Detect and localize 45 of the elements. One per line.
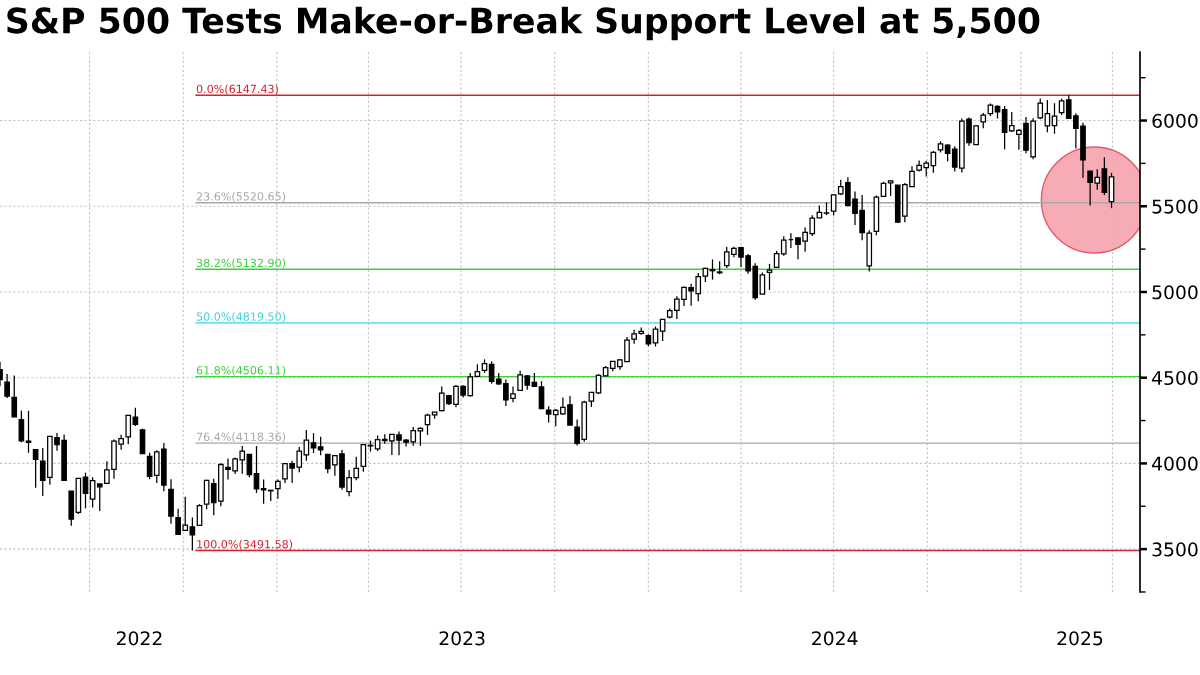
y-tick-label: 6000: [1152, 113, 1198, 128]
candlestick: [1051, 102, 1058, 135]
x-tick-label: 2025: [1057, 631, 1103, 646]
x-tick-label: 2023: [439, 631, 485, 646]
ref-line-label: 23.6%(5520.65): [196, 191, 286, 202]
candlestick: [189, 516, 196, 552]
candlestick: [766, 263, 773, 291]
candlestick: [196, 503, 203, 527]
y-tick-label: 5000: [1152, 285, 1198, 300]
candlestick: [303, 429, 310, 462]
candlestick: [4, 373, 10, 399]
x-tick-label: 2024: [812, 631, 858, 646]
candlestick: [709, 258, 716, 281]
candlestick: [780, 235, 787, 257]
ref-line-label: 50.0%(4819.50): [196, 312, 286, 323]
y-tick-label: 5500: [1152, 199, 1198, 214]
candlestick: [32, 448, 39, 489]
ref-line-label: 100.0%(3491.58): [197, 539, 293, 550]
candlestick: [310, 432, 317, 454]
candlestick: [82, 472, 89, 509]
candlestick: [1101, 156, 1108, 196]
candlestick: [132, 407, 139, 427]
candlestick: [11, 374, 18, 418]
candlestick: [538, 380, 545, 410]
candlestick: [260, 478, 267, 505]
ref-line-label: 76.4%(4118.36): [196, 432, 286, 443]
ref-line-label: 38.2%(5132.90): [196, 258, 286, 269]
candlestick: [830, 193, 837, 217]
candlestick: [1044, 99, 1051, 133]
candlestick: [1001, 105, 1008, 150]
y-tick-label: 3500: [1152, 542, 1198, 557]
ref-line-label: 61.8%(4506.11): [196, 365, 286, 376]
candlestick: [317, 436, 324, 456]
candlestick: [275, 478, 281, 500]
x-tick-label: 2022: [116, 631, 162, 646]
ref-line-label: 0.0%(6147.43): [196, 84, 278, 95]
y-tick-label: 4500: [1152, 370, 1198, 386]
candlestick: [125, 414, 132, 445]
y-tick-label: 4000: [1152, 456, 1198, 471]
candlestick: [652, 325, 659, 348]
candlestick: [759, 271, 766, 295]
candlestick: [25, 410, 32, 454]
candlestick: [89, 476, 96, 509]
chart-title: S&P 500 Tests Make-or-Break Support Level at 5,500: [7, 6, 1040, 41]
candlestick: [659, 318, 666, 342]
